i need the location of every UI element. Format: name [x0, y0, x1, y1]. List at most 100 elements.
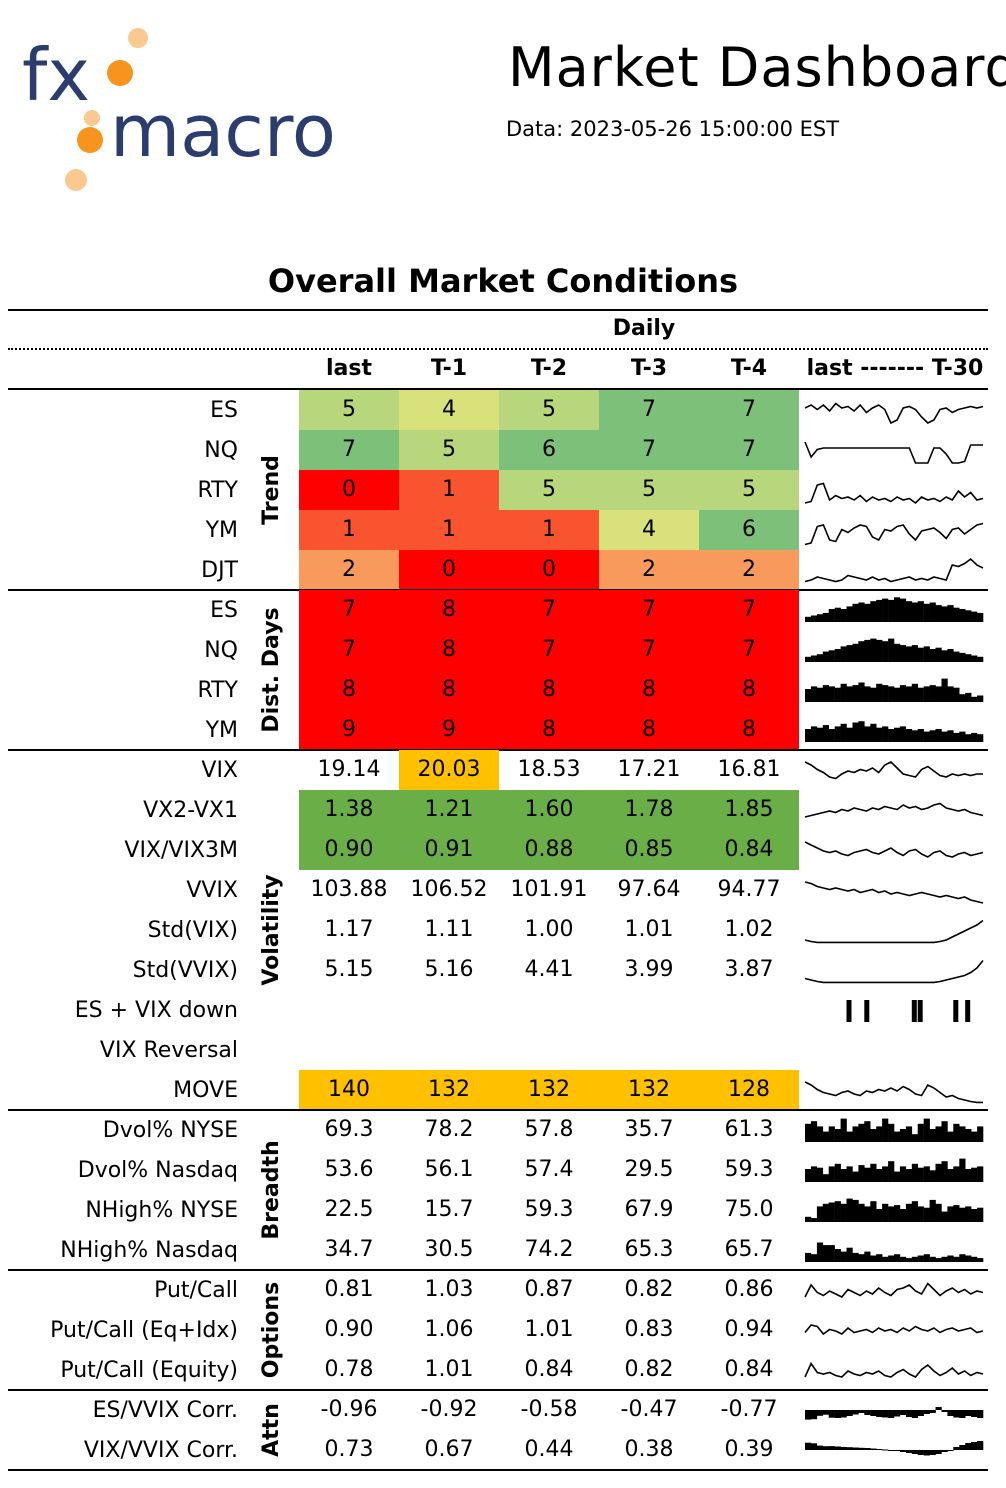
sparkline-bar: [971, 696, 978, 702]
group-label: Attn: [259, 1403, 284, 1457]
sparkline: [805, 638, 984, 662]
sparkline-bar: [899, 598, 907, 622]
sparkline-bar: [971, 1209, 978, 1222]
sparkline: [804, 1361, 984, 1378]
sparkline-bar: [941, 1450, 948, 1452]
value-cell: 3.99: [624, 957, 674, 982]
value-cell: 78.2: [424, 1117, 474, 1142]
sparkline-bar: [882, 1410, 889, 1418]
sparkline-bar: [929, 1450, 936, 1455]
sparkline-bar: [864, 639, 871, 662]
sparkline-bar: [822, 1410, 829, 1415]
sparkline-bar: [923, 1450, 930, 1456]
sparkline-bar: [882, 598, 889, 622]
sparkline-bar: [870, 638, 877, 662]
sparkline-bar: [941, 1161, 948, 1182]
value-cell: 1.03: [424, 1277, 474, 1302]
sparkline-bar: [959, 1126, 966, 1142]
logo-dot: [65, 169, 87, 191]
sparkline-bar: [917, 687, 924, 702]
sparkline-bar: [876, 599, 883, 622]
sparkline-bar: [876, 639, 883, 662]
row-label: Dvol% Nasdaq: [77, 1158, 238, 1183]
value-cell: 0.83: [624, 1317, 674, 1342]
sparkline-bar: [840, 723, 847, 742]
group-label: Trend: [259, 455, 284, 525]
value-cell: 0.82: [624, 1277, 674, 1302]
column-header: T-2: [530, 356, 568, 381]
row-label: NHigh% Nasdaq: [60, 1238, 238, 1263]
sparkline-bar: [929, 1170, 936, 1182]
sparkline-bar: [965, 1443, 972, 1450]
sparkline-bar: [941, 1211, 948, 1222]
sparkline-bar: [941, 650, 948, 662]
row-label: VIX/VIX3M: [124, 838, 238, 863]
row-label: ES/VVIX Corr.: [92, 1398, 238, 1423]
sparkline-bar: [870, 1255, 877, 1262]
value-cell: 101.91: [510, 877, 588, 902]
sparkline: [804, 1081, 983, 1104]
sparkline-bar: [805, 1169, 812, 1182]
sparkline-bar: [870, 1129, 877, 1142]
sparkline-bar: [846, 606, 853, 622]
value-cell: 132: [399, 1070, 499, 1110]
sparkline-bar: [977, 656, 984, 662]
sparkline-bar: [935, 1258, 942, 1262]
sparkline-bar: [810, 1166, 818, 1182]
sparkline-bar: [905, 1450, 913, 1453]
sparkline-bar: [805, 1442, 812, 1450]
sparkline-bar: [923, 1207, 930, 1222]
sparkline-bar: [911, 1256, 918, 1262]
sparkline-bar: [834, 1163, 841, 1182]
sparkline-bar: [840, 609, 847, 622]
sparkline-bar: [905, 1410, 913, 1417]
sparkline-bar: [846, 645, 853, 662]
value-cell: -0.92: [420, 1397, 478, 1422]
value-cell: 20.03: [399, 750, 499, 790]
sparkline-bar: [834, 1249, 841, 1262]
sparkline-path: [804, 841, 984, 858]
sparkline-bar: [935, 729, 942, 742]
sparkline: [805, 1407, 984, 1420]
value-cell: 8: [499, 670, 599, 710]
value-cell: 5: [499, 390, 599, 430]
row-label: MOVE: [173, 1078, 238, 1103]
value-cell: 69.3: [324, 1117, 374, 1142]
sparkline: [805, 1158, 984, 1182]
sparkline-bar: [822, 1131, 829, 1142]
sparkline-bar: [971, 1410, 978, 1417]
sparkline-bar: [810, 1254, 818, 1262]
group-label: Options: [259, 1281, 284, 1379]
sparkline-bar: [870, 1163, 877, 1182]
row-label: RTY: [197, 478, 238, 503]
sparkline-bar: [894, 727, 901, 742]
sparkline-bar: [917, 1450, 924, 1455]
value-cell: 56.1: [424, 1157, 474, 1182]
sparkline-bar: [894, 1171, 901, 1182]
value-cell: 0.88: [499, 830, 599, 870]
sparkline-bar: [834, 1410, 841, 1418]
value-cell: 2: [299, 550, 399, 590]
row-label: NQ: [204, 638, 238, 663]
value-cell: 7: [299, 590, 399, 630]
value-cell: 0.87: [524, 1277, 574, 1302]
sparkline-bar: [876, 1169, 883, 1182]
sparkline-bar: [899, 1256, 907, 1262]
sparkline-bar: [977, 1207, 984, 1222]
sparkline-bar: [947, 1206, 954, 1222]
sparkline-path: [804, 802, 984, 818]
sparkline-bar: [870, 601, 877, 622]
sparkline-bar: [840, 683, 847, 702]
value-cell: 35.7: [624, 1117, 674, 1142]
value-cell: 65.7: [724, 1237, 774, 1262]
sparkline-bar: [917, 1167, 924, 1182]
sparkline-bar: [911, 683, 918, 702]
section-title: Overall Market Conditions: [267, 262, 739, 300]
page-title: Market Dashboard: [508, 36, 1006, 99]
logo-dot: [84, 110, 100, 126]
row-label: VIX Reversal: [99, 1038, 238, 1063]
value-cell: 8: [399, 670, 499, 710]
sparkline-bar: [858, 1123, 865, 1142]
sparkline: [805, 678, 984, 702]
value-cell: 7: [499, 590, 599, 630]
